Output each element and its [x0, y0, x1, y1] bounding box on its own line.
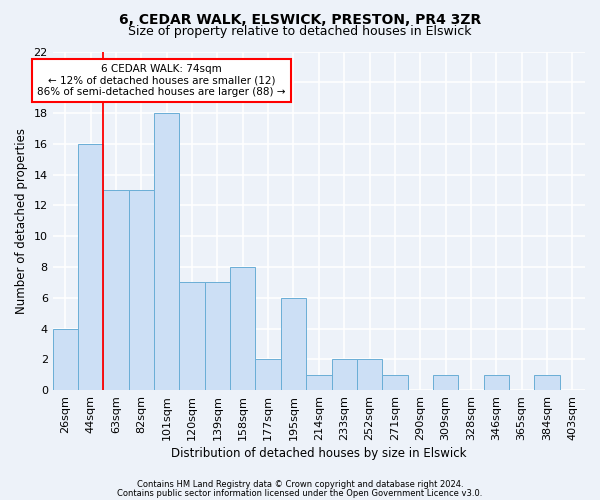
- Bar: [179, 282, 205, 390]
- Y-axis label: Number of detached properties: Number of detached properties: [15, 128, 28, 314]
- Bar: [230, 267, 256, 390]
- Bar: [535, 375, 560, 390]
- Bar: [332, 360, 357, 390]
- Text: Size of property relative to detached houses in Elswick: Size of property relative to detached ho…: [128, 25, 472, 38]
- Text: Contains public sector information licensed under the Open Government Licence v3: Contains public sector information licen…: [118, 488, 482, 498]
- Bar: [53, 328, 78, 390]
- Bar: [154, 113, 179, 390]
- Bar: [281, 298, 306, 390]
- Bar: [306, 375, 332, 390]
- X-axis label: Distribution of detached houses by size in Elswick: Distribution of detached houses by size …: [171, 447, 467, 460]
- Bar: [78, 144, 103, 390]
- Text: 6 CEDAR WALK: 74sqm
← 12% of detached houses are smaller (12)
86% of semi-detach: 6 CEDAR WALK: 74sqm ← 12% of detached ho…: [37, 64, 286, 97]
- Bar: [382, 375, 407, 390]
- Bar: [256, 360, 281, 390]
- Bar: [129, 190, 154, 390]
- Bar: [205, 282, 230, 390]
- Text: Contains HM Land Registry data © Crown copyright and database right 2024.: Contains HM Land Registry data © Crown c…: [137, 480, 463, 489]
- Bar: [357, 360, 382, 390]
- Bar: [433, 375, 458, 390]
- Bar: [103, 190, 129, 390]
- Text: 6, CEDAR WALK, ELSWICK, PRESTON, PR4 3ZR: 6, CEDAR WALK, ELSWICK, PRESTON, PR4 3ZR: [119, 12, 481, 26]
- Bar: [484, 375, 509, 390]
